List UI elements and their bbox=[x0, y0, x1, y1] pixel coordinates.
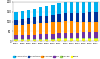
Bar bbox=[51, 15, 55, 22]
Bar bbox=[70, 38, 73, 39]
Bar bbox=[76, 2, 79, 13]
Bar bbox=[76, 38, 79, 39]
Bar bbox=[57, 14, 61, 22]
Bar bbox=[57, 3, 61, 14]
Bar bbox=[64, 13, 67, 21]
Bar bbox=[82, 22, 85, 32]
Bar bbox=[27, 18, 30, 24]
Bar bbox=[14, 35, 18, 39]
Bar bbox=[82, 32, 85, 38]
Bar bbox=[76, 13, 79, 22]
Bar bbox=[20, 11, 24, 19]
Bar bbox=[51, 34, 55, 39]
Legend: STIB metro, STIB tram, STIB bus, TEC, De Lijn, SNCB: STIB metro, STIB tram, STIB bus, TEC, De… bbox=[13, 56, 79, 57]
Bar bbox=[33, 17, 36, 24]
Bar bbox=[64, 21, 67, 33]
Bar bbox=[82, 13, 85, 22]
Bar bbox=[27, 10, 30, 18]
Bar bbox=[39, 23, 42, 34]
Bar bbox=[57, 22, 61, 33]
Bar bbox=[45, 16, 48, 23]
Bar bbox=[88, 22, 92, 32]
Bar bbox=[70, 21, 73, 33]
Bar bbox=[20, 25, 24, 35]
Bar bbox=[27, 24, 30, 35]
Bar bbox=[33, 39, 36, 40]
Bar bbox=[76, 22, 79, 33]
Bar bbox=[70, 2, 73, 13]
Bar bbox=[70, 39, 73, 41]
Bar bbox=[64, 38, 67, 39]
Bar bbox=[57, 33, 61, 38]
Bar bbox=[94, 22, 98, 32]
Bar bbox=[88, 1, 92, 12]
Bar bbox=[39, 40, 42, 41]
Bar bbox=[33, 35, 36, 39]
Bar bbox=[33, 24, 36, 35]
Bar bbox=[82, 38, 85, 39]
Bar bbox=[45, 40, 48, 41]
Bar bbox=[20, 39, 24, 40]
Bar bbox=[45, 34, 48, 39]
Bar bbox=[33, 9, 36, 17]
Bar bbox=[14, 20, 18, 25]
Bar bbox=[88, 32, 92, 38]
Bar bbox=[45, 6, 48, 16]
Bar bbox=[64, 39, 67, 41]
Bar bbox=[70, 13, 73, 21]
Bar bbox=[64, 2, 67, 13]
Bar bbox=[14, 12, 18, 20]
Bar bbox=[57, 38, 61, 39]
Bar bbox=[20, 19, 24, 25]
Bar bbox=[88, 39, 92, 41]
Bar bbox=[20, 40, 24, 41]
Bar bbox=[45, 39, 48, 40]
Bar bbox=[51, 5, 55, 15]
Bar bbox=[70, 33, 73, 38]
Bar bbox=[27, 39, 30, 40]
Bar bbox=[51, 22, 55, 34]
Bar bbox=[94, 0, 98, 12]
Bar bbox=[88, 12, 92, 22]
Bar bbox=[82, 39, 85, 41]
Bar bbox=[82, 1, 85, 13]
Bar bbox=[14, 40, 18, 41]
Bar bbox=[14, 25, 18, 35]
Bar bbox=[39, 7, 42, 16]
Bar bbox=[76, 33, 79, 38]
Bar bbox=[76, 39, 79, 41]
Bar bbox=[51, 39, 55, 40]
Bar bbox=[57, 39, 61, 41]
Bar bbox=[39, 39, 42, 40]
Bar bbox=[45, 23, 48, 34]
Bar bbox=[64, 33, 67, 38]
Bar bbox=[88, 38, 92, 39]
Bar bbox=[94, 12, 98, 22]
Bar bbox=[20, 35, 24, 39]
Bar bbox=[94, 39, 98, 41]
Bar bbox=[14, 39, 18, 40]
Bar bbox=[33, 40, 36, 41]
Bar bbox=[39, 34, 42, 39]
Bar bbox=[94, 32, 98, 38]
Bar bbox=[39, 16, 42, 23]
Bar bbox=[51, 40, 55, 41]
Bar bbox=[27, 40, 30, 41]
Bar bbox=[94, 38, 98, 39]
Bar bbox=[27, 35, 30, 39]
